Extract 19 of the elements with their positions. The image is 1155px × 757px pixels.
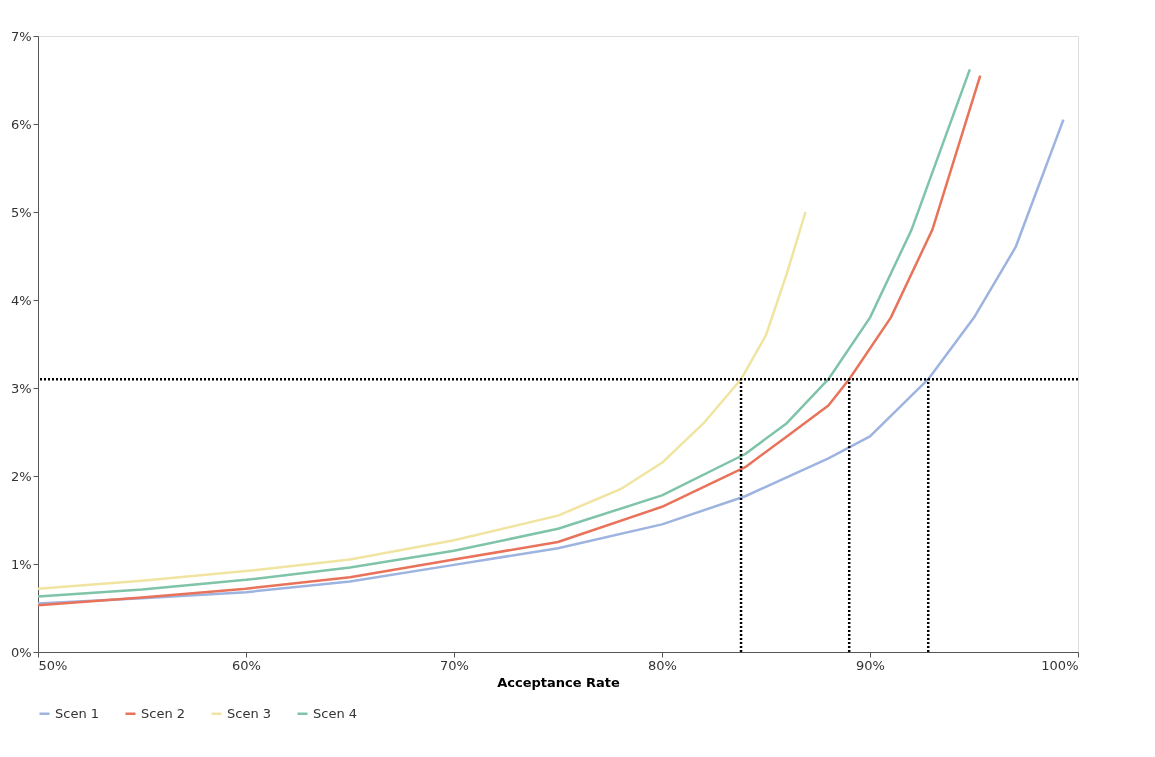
x-tick-label: 80% — [648, 657, 677, 673]
y-tick-label: 4% — [10, 292, 32, 308]
legend-label: Scen 4 — [313, 705, 358, 721]
y-tick-label: 0% — [10, 644, 32, 660]
legend-label: Scen 3 — [227, 705, 272, 721]
legend-label: Scen 1 — [55, 705, 100, 721]
y-tick-label: 3% — [10, 380, 32, 396]
y-tick-label: 2% — [10, 468, 32, 484]
legend-label: Scen 2 — [141, 705, 186, 721]
y-tick-label: 1% — [10, 556, 32, 572]
x-axis-title: Acceptance Rate — [497, 674, 621, 690]
x-tick-label: 50% — [38, 657, 68, 673]
x-tick-label: 60% — [232, 657, 261, 673]
y-tick-label: 6% — [10, 116, 32, 132]
x-tick-label: 100% — [1041, 657, 1079, 673]
y-tick-label: 7% — [10, 28, 32, 44]
x-tick-label: 90% — [856, 657, 885, 673]
x-tick-label: 70% — [440, 657, 469, 673]
y-tick-label: 5% — [10, 204, 32, 220]
